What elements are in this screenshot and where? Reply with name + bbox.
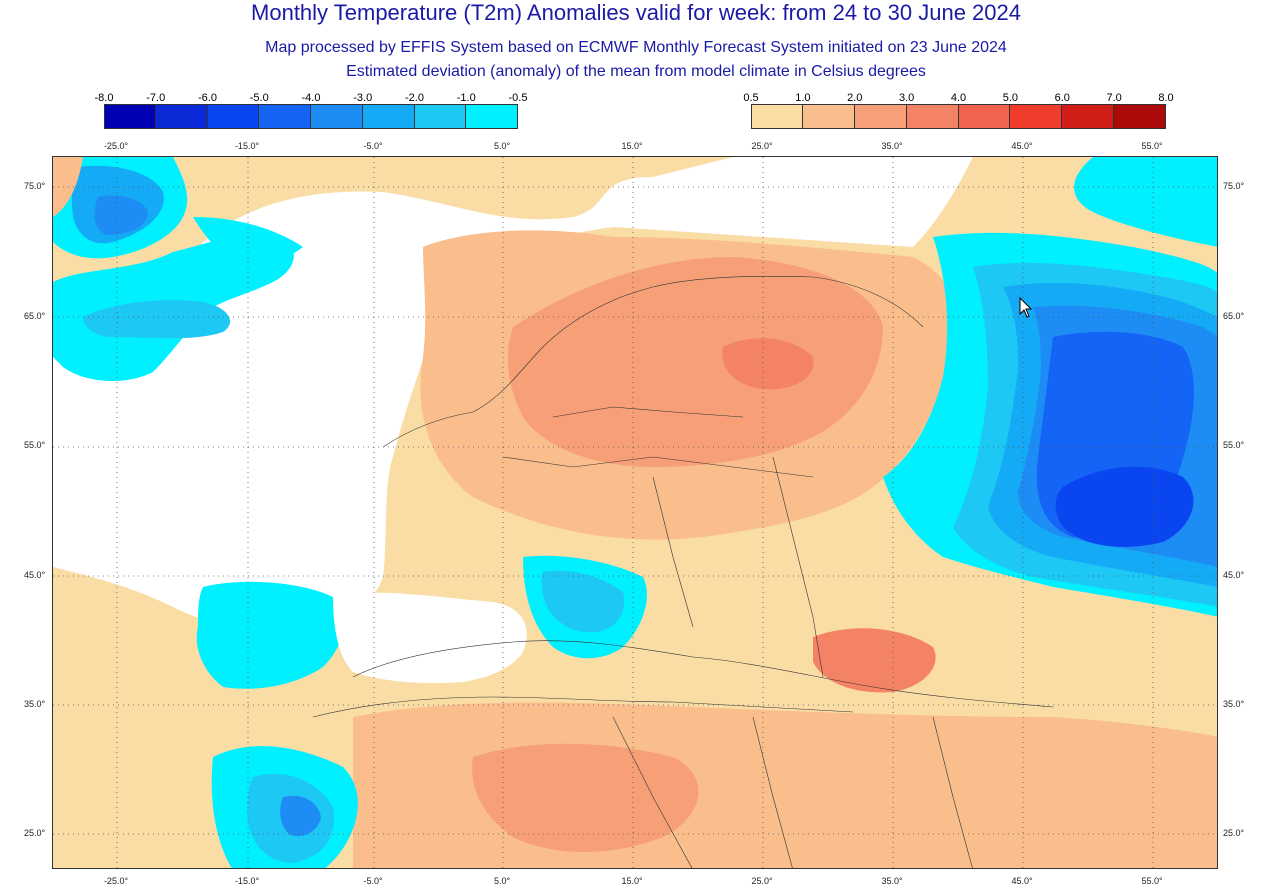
anomaly-map	[52, 156, 1218, 869]
map-title: Monthly Temperature (T2m) Anomalies vali…	[251, 0, 1021, 25]
warm-colorbar-label: 0.5	[743, 92, 759, 104]
latitude-label: 35.0°	[1223, 699, 1245, 709]
longitude-label: 45.0°	[1011, 876, 1033, 886]
warm-colorbar-label: 5.0	[1002, 92, 1019, 104]
mouse-cursor-icon	[1019, 297, 1033, 318]
atlantic-neutral-region	[53, 157, 973, 631]
warm-colorbar-swatch	[802, 104, 855, 129]
border-line-5	[612, 716, 693, 868]
cold-colorbar-label: -7.0	[146, 92, 166, 104]
cold-colorbar-swatch	[311, 104, 363, 129]
latitude-label: 45.0°	[24, 570, 46, 580]
coastline-mediterranean	[352, 640, 1054, 708]
latitude-label: 25.0°	[1223, 828, 1245, 838]
latitude-label: 45.0°	[1223, 570, 1245, 580]
warm-colorbar-label: 4.0	[950, 92, 967, 104]
longitude-label: 55.0°	[1141, 141, 1163, 151]
coastline-europe	[382, 276, 924, 448]
longitude-label: -5.0°	[363, 876, 383, 886]
cold-colorbar-label: -3.0	[353, 92, 373, 104]
longitude-label: 5.0°	[493, 876, 511, 886]
cold-colorbar-swatch	[362, 104, 415, 129]
longitude-label: 15.0°	[621, 141, 643, 151]
russia-cold-center	[1055, 466, 1194, 547]
longitude-label: -25.0°	[103, 141, 129, 151]
cold-colorbar-label: -0.5	[508, 92, 528, 104]
map-description: Estimated deviation (anomaly) of the mea…	[346, 63, 926, 80]
warm-colorbar-swatch	[1114, 104, 1166, 129]
norwegian-sea-cold-region	[193, 217, 303, 266]
longitude-label: -15.0°	[234, 876, 260, 886]
latitude-label: 25.0°	[24, 828, 46, 838]
longitude-label: 15.0°	[621, 876, 643, 886]
border-line-2	[552, 406, 744, 418]
canary-cold-center	[280, 795, 321, 837]
cold-colorbar-label: -2.0	[405, 92, 424, 104]
cold-colorbar-swatch	[259, 104, 311, 129]
cold-colorbar-swatch	[155, 104, 208, 129]
warm-colorbar-label: 1.0	[795, 92, 811, 104]
warm-colorbar-label: 8.0	[1158, 92, 1174, 104]
latitude-label: 75.0°	[24, 181, 46, 191]
iberia-cold-region	[196, 581, 344, 689]
longitude-label: 45.0°	[1011, 141, 1033, 151]
longitude-label: 25.0°	[751, 141, 773, 151]
cold-colorbar-label: -8.0	[94, 92, 114, 104]
cold-colorbar-label: -1.0	[456, 92, 476, 104]
warm-colorbar-label: 3.0	[898, 92, 915, 104]
anomaly-map-svg	[53, 157, 1217, 868]
warm-colorbar-swatch	[854, 104, 907, 129]
cold-colorbar-label: -4.0	[301, 92, 321, 104]
longitude-label: 55.0°	[1141, 876, 1163, 886]
longitude-label: -15.0°	[234, 141, 260, 151]
cold-colorbar-swatch	[414, 104, 467, 129]
longitude-label: 25.0°	[751, 876, 773, 886]
warm-colorbar-swatch	[1010, 104, 1063, 129]
latitude-label: 55.0°	[24, 440, 46, 450]
warm-colorbar-label: 6.0	[1054, 92, 1070, 104]
western-med-neutral-region	[333, 592, 527, 684]
barents-cold-region	[1074, 157, 1217, 247]
longitude-label: 35.0°	[881, 876, 903, 886]
longitude-label: 5.0°	[493, 141, 511, 151]
border-line-3	[772, 456, 824, 678]
border-line-6	[752, 716, 793, 868]
latitude-label: 65.0°	[1223, 311, 1245, 321]
warm-colorbar-label: 7.0	[1106, 92, 1122, 104]
longitude-label: -25.0°	[103, 876, 129, 886]
italy-cold-core	[541, 570, 625, 633]
greenland-cold-center	[94, 195, 148, 235]
latitude-label: 55.0°	[1223, 440, 1245, 450]
cold-colorbar-label: -6.0	[198, 92, 217, 104]
warm-colorbar-swatch	[751, 104, 803, 129]
warm-colorbar-swatch	[906, 104, 959, 129]
sahara-warm-core	[472, 743, 699, 852]
latitude-label: 35.0°	[24, 699, 46, 709]
border-line-7	[932, 716, 973, 868]
cold-colorbar-label: -5.0	[249, 92, 269, 104]
latitude-label: 75.0°	[1223, 181, 1245, 191]
cold-colorbar-swatch	[104, 104, 156, 129]
scandinavia-warm-core	[507, 257, 883, 467]
longitude-label: -5.0°	[363, 141, 383, 151]
longitude-label: 35.0°	[881, 141, 903, 151]
finland-warm-center	[722, 338, 814, 390]
warm-colorbar-label: 2.0	[847, 92, 863, 104]
warm-colorbar-swatch	[1062, 104, 1115, 129]
border-line-4	[652, 476, 694, 628]
iceland-cold-core	[83, 300, 231, 339]
map-subtitle: Map processed by EFFIS System based on E…	[265, 39, 1007, 56]
warm-colorbar-swatch	[958, 104, 1011, 129]
border-line-1	[502, 456, 814, 478]
turkey-warm-core	[813, 628, 936, 693]
latitude-label: 65.0°	[24, 311, 46, 321]
cold-colorbar-swatch	[466, 104, 518, 129]
cold-colorbar-swatch	[207, 104, 260, 129]
